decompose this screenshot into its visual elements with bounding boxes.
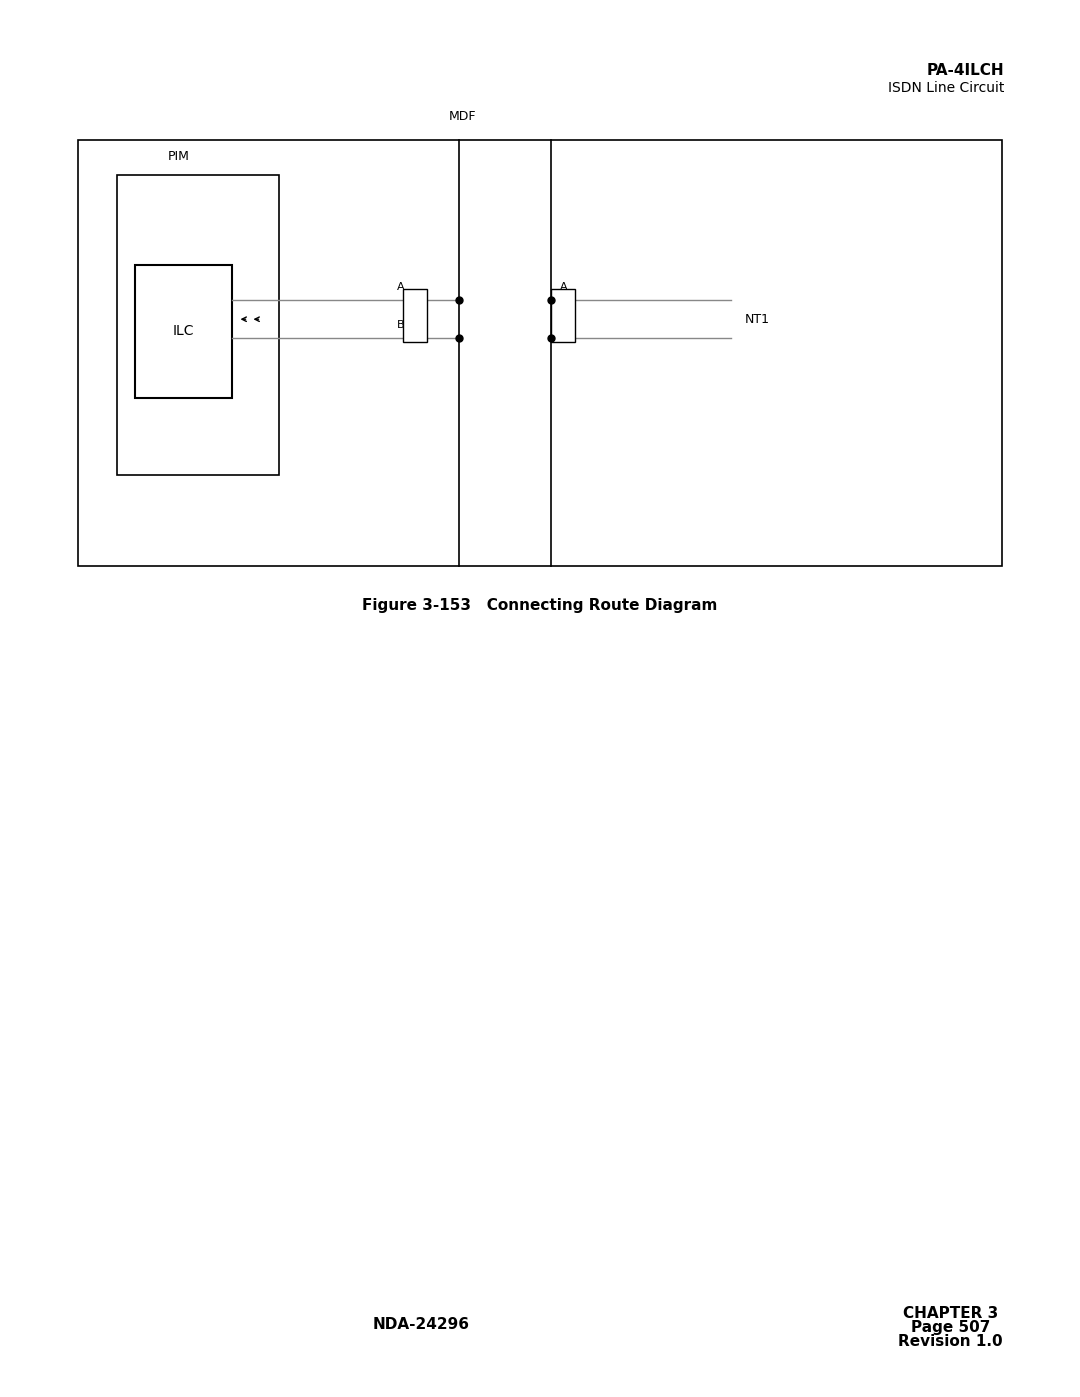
Bar <box>135 265 232 398</box>
Text: ILC: ILC <box>173 324 194 338</box>
Bar <box>403 289 427 342</box>
Text: NT1: NT1 <box>745 313 770 326</box>
Text: ISDN Line Circuit: ISDN Line Circuit <box>888 81 1004 95</box>
Text: Revision 1.0: Revision 1.0 <box>899 1334 1002 1348</box>
Text: B: B <box>397 320 405 330</box>
Bar <box>117 175 279 475</box>
Text: A: A <box>559 282 567 292</box>
Bar <box>78 140 1002 566</box>
Text: MDF: MDF <box>448 110 476 123</box>
Text: CHAPTER 3: CHAPTER 3 <box>903 1306 998 1320</box>
Text: PIM: PIM <box>167 151 189 163</box>
Text: PA-4ILCH: PA-4ILCH <box>927 63 1004 78</box>
Text: Page 507: Page 507 <box>910 1320 990 1334</box>
Text: NDA-24296: NDA-24296 <box>373 1317 470 1331</box>
Text: B: B <box>559 320 567 330</box>
Bar <box>551 289 575 342</box>
Text: A: A <box>397 282 405 292</box>
Text: Figure 3-153   Connecting Route Diagram: Figure 3-153 Connecting Route Diagram <box>362 598 718 613</box>
